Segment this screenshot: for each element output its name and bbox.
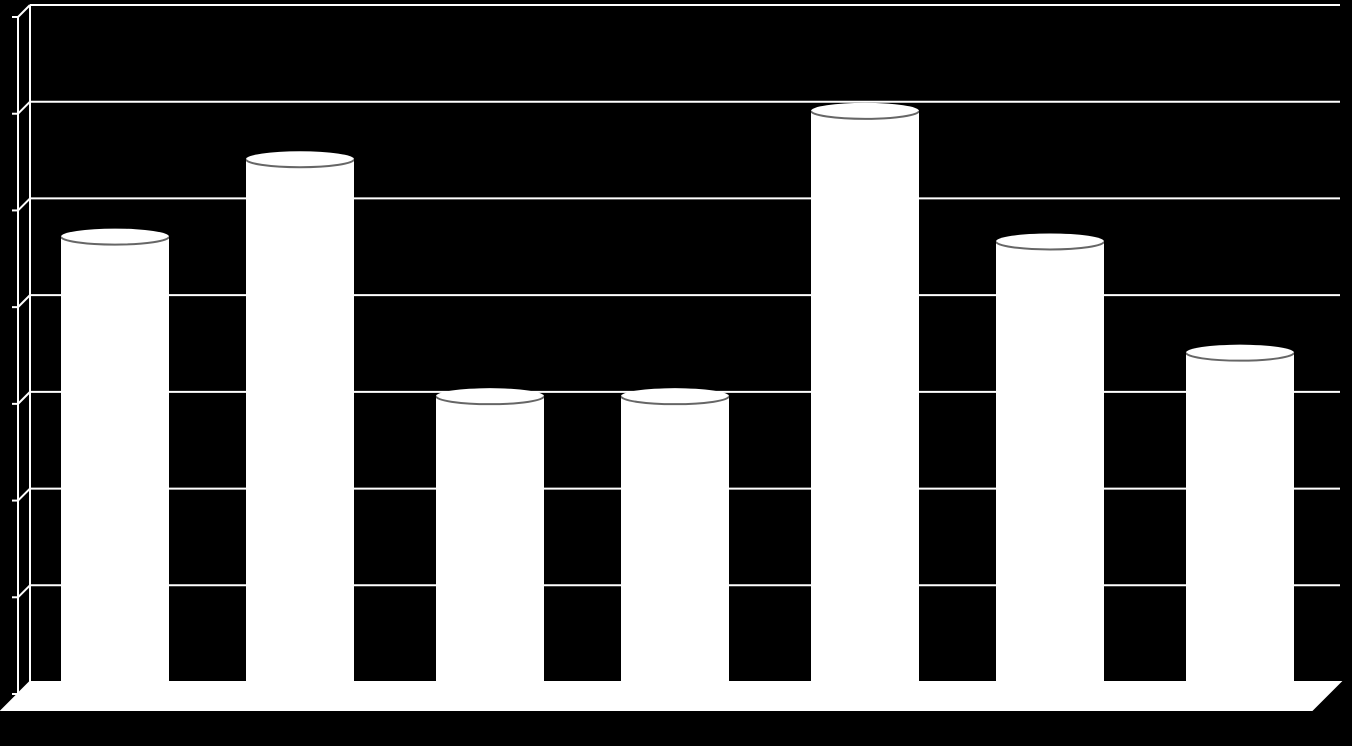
chart-bar: [436, 388, 544, 704]
chart-svg: [0, 0, 1352, 741]
chart-bar: [61, 229, 169, 704]
chart-bar: [811, 103, 919, 704]
chart-bar: [246, 151, 354, 704]
chart-bar: [621, 388, 729, 704]
chart-bar: [996, 233, 1104, 704]
bar-chart: [0, 0, 1352, 741]
chart-bar: [1186, 345, 1294, 704]
